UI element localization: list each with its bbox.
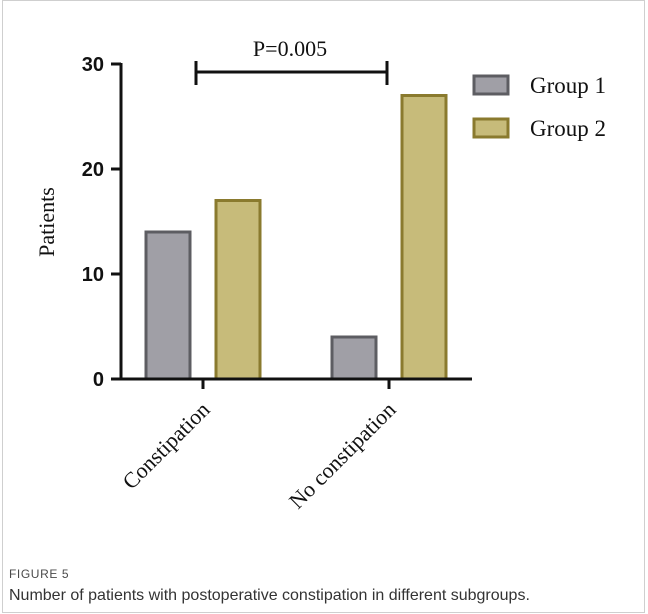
legend-swatch-1 <box>472 74 510 96</box>
bar-chart: 0 10 20 30 Constipation No constipation Patie… <box>34 36 606 514</box>
legend-label-1: Group 1 <box>530 73 606 98</box>
bar-constipation-group-1 <box>144 230 192 381</box>
y-tick-label-10: 10 <box>82 264 104 286</box>
legend: Group 1 Group 2 <box>472 73 606 141</box>
bar-no-constipation-group-1 <box>330 335 378 381</box>
bars-layer <box>144 94 448 381</box>
bar-constipation-group-2 <box>214 199 262 381</box>
y-tick-label-0: 0 <box>93 369 104 391</box>
y-tick-label-30: 30 <box>82 54 104 76</box>
bar-no-constipation-group-2 <box>400 94 448 381</box>
x-tick-label-constipation: Constipation <box>117 397 214 494</box>
legend-label-2: Group 2 <box>530 116 606 141</box>
significance-bracket: P=0.005 <box>194 36 389 85</box>
p-value-label: P=0.005 <box>253 36 327 61</box>
figure-caption: Number of patients with postoperative co… <box>9 587 530 604</box>
legend-swatch-2 <box>472 117 510 139</box>
y-axis-label: Patients <box>34 187 59 257</box>
y-tick-label-20: 20 <box>82 159 104 181</box>
figure-number: FIGURE 5 <box>9 567 70 581</box>
x-tick-label-no-constipation: No constipation <box>284 397 401 514</box>
